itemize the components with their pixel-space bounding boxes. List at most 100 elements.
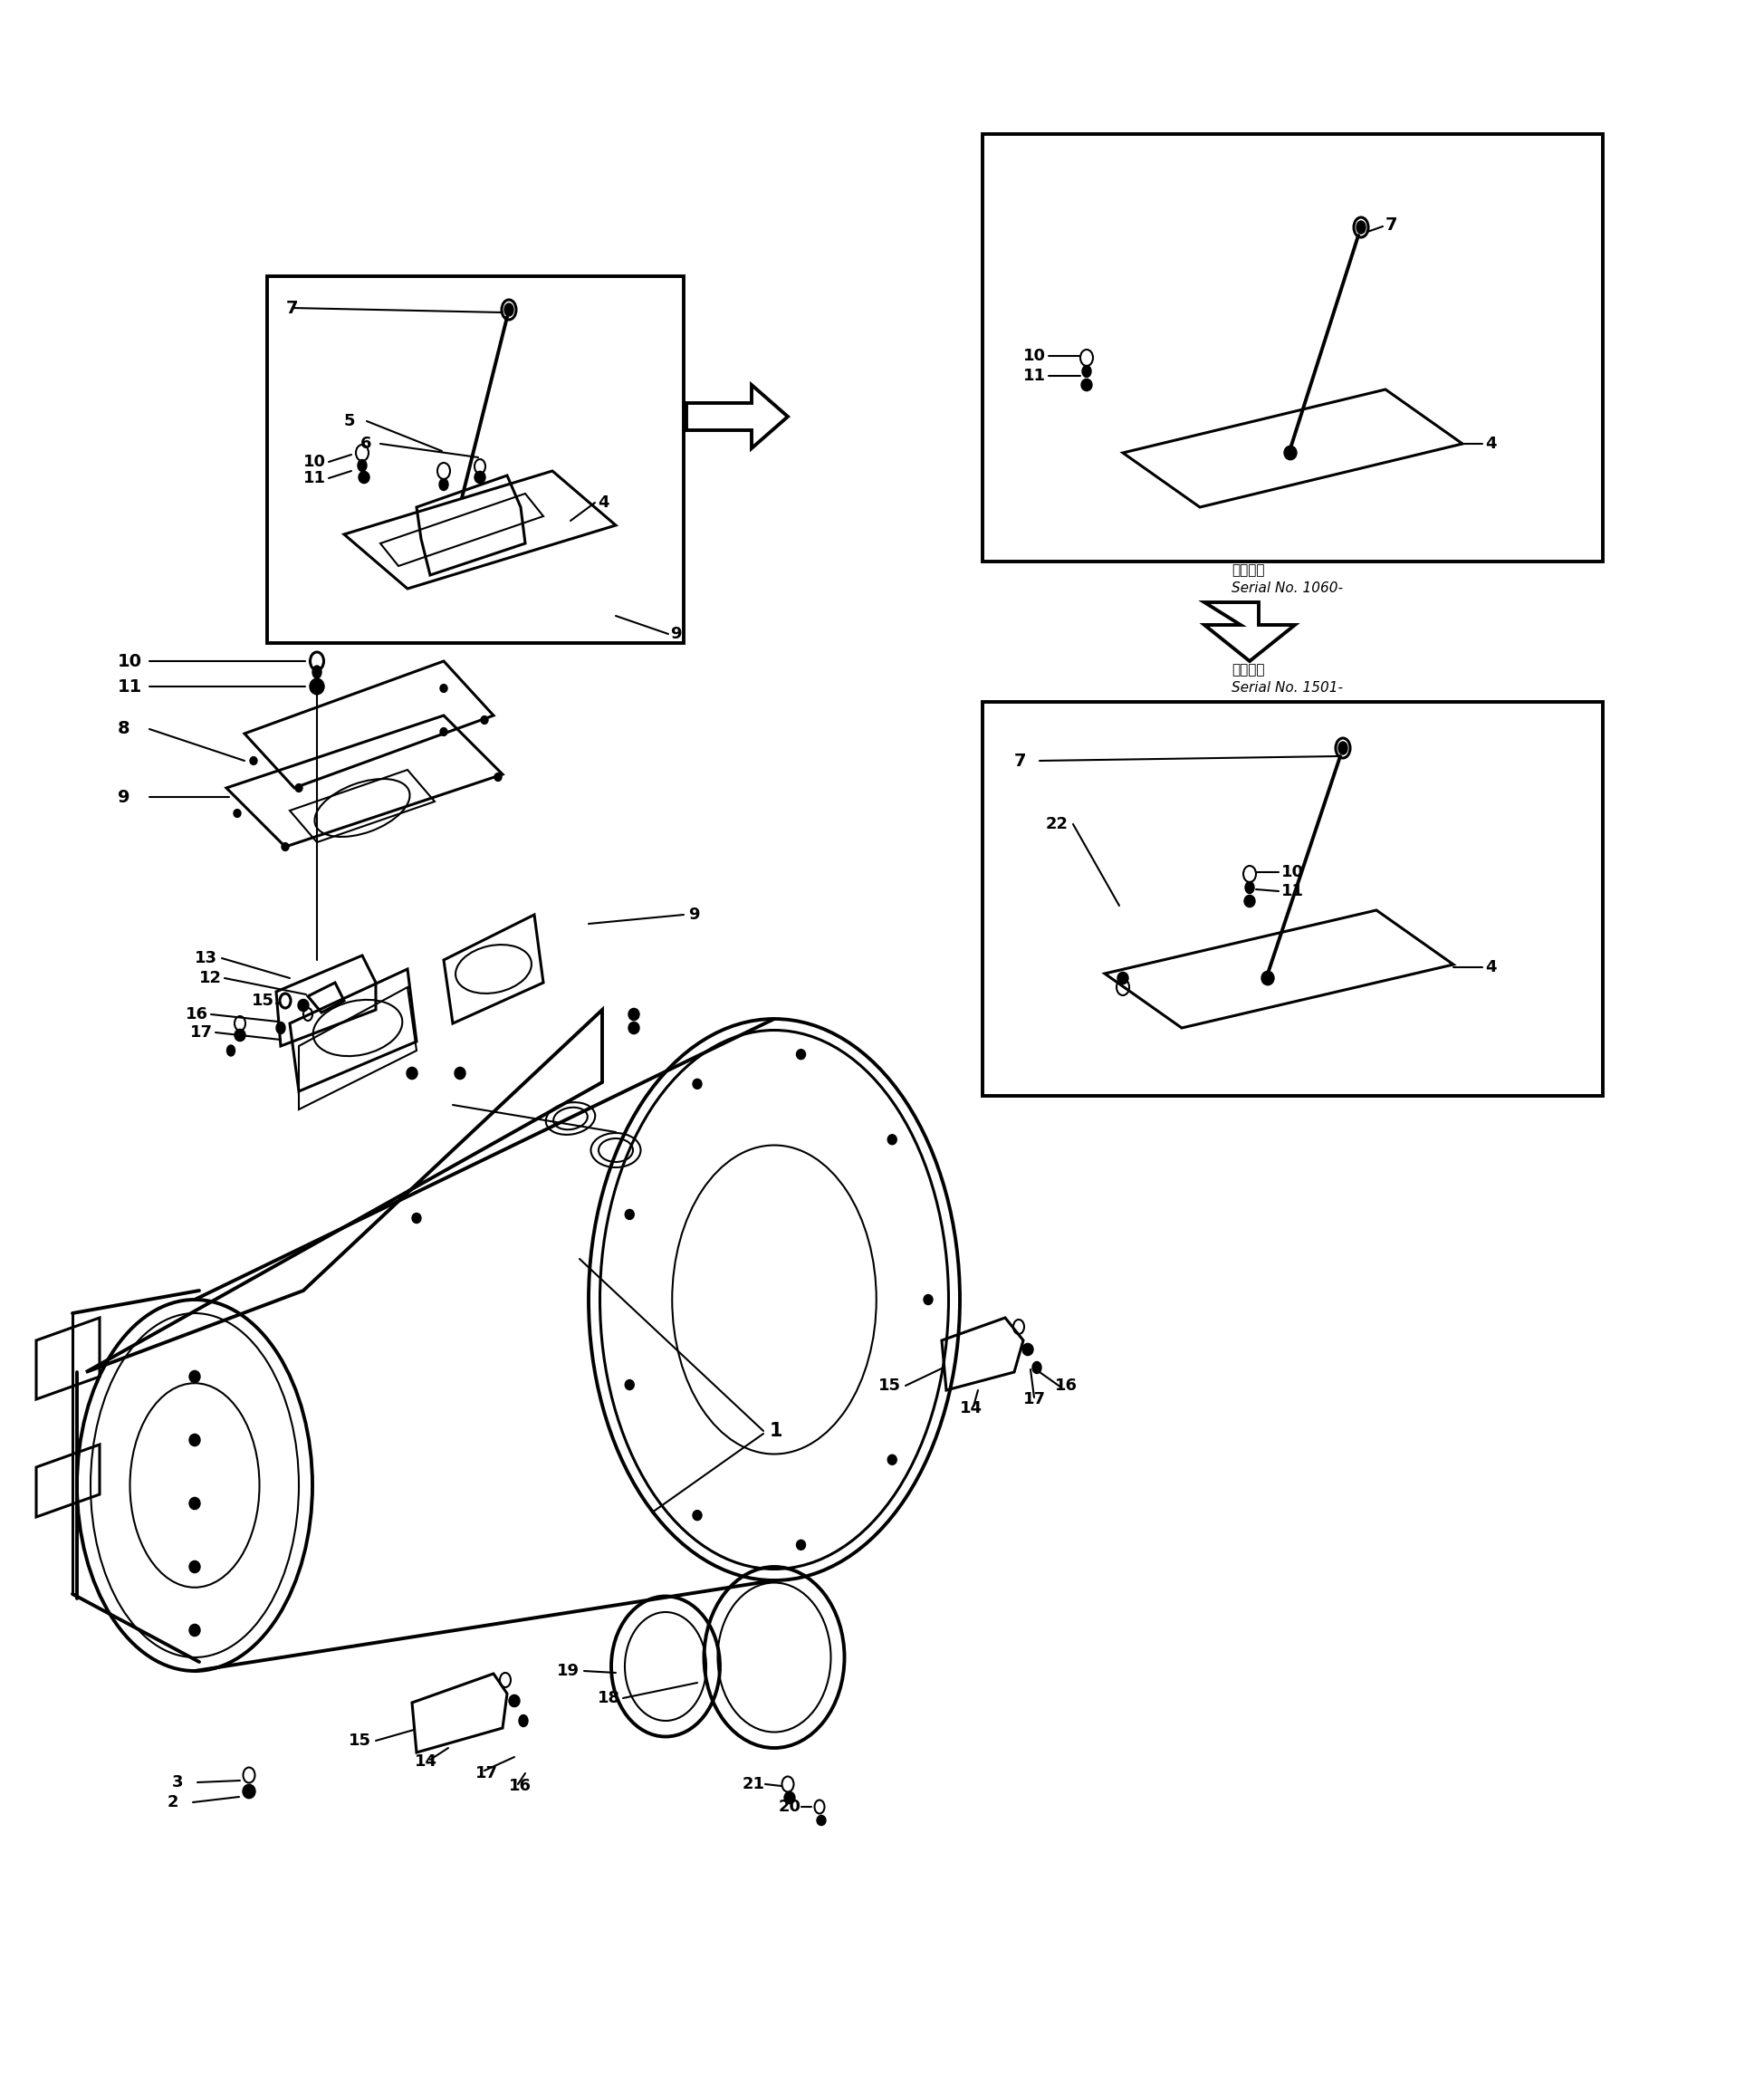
Ellipse shape (505, 303, 513, 316)
Text: 13: 13 (194, 950, 217, 967)
Text: 5: 5 (344, 412, 355, 429)
Bar (983, 701, 1603, 1097)
Text: 17: 17 (1023, 1392, 1046, 1406)
Ellipse shape (494, 772, 501, 781)
Ellipse shape (1284, 446, 1297, 460)
Ellipse shape (796, 1049, 806, 1059)
Ellipse shape (1117, 971, 1129, 984)
Bar (983, 134, 1603, 561)
Ellipse shape (358, 471, 369, 483)
Text: 1: 1 (769, 1421, 783, 1440)
Text: 11: 11 (1281, 883, 1304, 900)
Ellipse shape (628, 1009, 639, 1019)
Ellipse shape (519, 1714, 527, 1727)
Ellipse shape (439, 684, 448, 693)
Ellipse shape (228, 1044, 235, 1057)
Text: 14: 14 (415, 1754, 437, 1771)
Ellipse shape (510, 1695, 520, 1706)
Text: 4: 4 (1485, 959, 1496, 975)
Ellipse shape (693, 1511, 702, 1520)
Text: 21: 21 (743, 1777, 766, 1792)
Text: 6: 6 (360, 435, 372, 452)
Text: 適用号番: 適用号番 (1231, 663, 1265, 676)
Ellipse shape (817, 1815, 826, 1825)
Ellipse shape (693, 1080, 702, 1088)
Ellipse shape (189, 1496, 199, 1509)
Ellipse shape (282, 843, 289, 850)
Ellipse shape (475, 471, 485, 483)
Text: 11: 11 (303, 471, 326, 486)
Ellipse shape (189, 1434, 199, 1446)
Polygon shape (686, 385, 789, 448)
Text: 17: 17 (191, 1023, 213, 1040)
Ellipse shape (233, 810, 242, 816)
Text: Serial No. 1501-: Serial No. 1501- (1231, 682, 1342, 695)
Ellipse shape (887, 1455, 896, 1465)
Text: 12: 12 (199, 969, 222, 986)
Text: 9: 9 (670, 626, 681, 643)
Text: 4: 4 (1485, 435, 1496, 452)
Text: 9: 9 (118, 789, 131, 806)
Text: 22: 22 (1046, 816, 1069, 833)
Text: 11: 11 (118, 678, 143, 695)
Ellipse shape (887, 1134, 896, 1145)
Text: 15: 15 (349, 1733, 370, 1750)
Text: 19: 19 (557, 1662, 580, 1679)
Ellipse shape (277, 1021, 286, 1034)
Ellipse shape (924, 1296, 933, 1304)
Text: 16: 16 (510, 1777, 531, 1794)
Ellipse shape (189, 1624, 199, 1637)
Bar (266, 276, 684, 643)
Text: 16: 16 (185, 1007, 208, 1023)
Ellipse shape (439, 728, 448, 737)
Ellipse shape (358, 460, 367, 471)
Text: 18: 18 (598, 1689, 621, 1706)
Ellipse shape (455, 1067, 466, 1080)
Ellipse shape (243, 1785, 256, 1798)
Ellipse shape (1081, 379, 1092, 391)
Text: 8: 8 (118, 720, 131, 737)
Ellipse shape (785, 1792, 796, 1804)
Text: 15: 15 (252, 992, 275, 1009)
Text: 20: 20 (778, 1798, 801, 1815)
Ellipse shape (310, 678, 325, 695)
Ellipse shape (439, 479, 448, 490)
Text: 16: 16 (1055, 1377, 1078, 1394)
Text: 14: 14 (960, 1400, 983, 1417)
Ellipse shape (406, 1067, 418, 1080)
Text: 2: 2 (168, 1794, 178, 1810)
Ellipse shape (1032, 1363, 1041, 1373)
Text: 9: 9 (688, 906, 700, 923)
Text: Serial No. 1060-: Serial No. 1060- (1231, 582, 1342, 597)
Ellipse shape (312, 666, 321, 678)
Ellipse shape (1261, 971, 1274, 986)
Ellipse shape (1244, 896, 1254, 906)
Ellipse shape (1081, 366, 1092, 377)
Ellipse shape (628, 1021, 639, 1034)
Text: 10: 10 (303, 454, 326, 471)
Text: 適用号番: 適用号番 (1231, 563, 1265, 578)
Ellipse shape (796, 1540, 806, 1551)
Ellipse shape (1245, 881, 1254, 894)
Text: 4: 4 (598, 494, 609, 511)
Polygon shape (1205, 603, 1295, 661)
Ellipse shape (295, 785, 302, 791)
Ellipse shape (624, 1379, 633, 1390)
Ellipse shape (413, 1214, 422, 1222)
Ellipse shape (189, 1561, 199, 1572)
Ellipse shape (482, 716, 489, 724)
Text: 10: 10 (1281, 864, 1304, 881)
Text: 7: 7 (1014, 751, 1027, 770)
Text: 10: 10 (1023, 347, 1046, 364)
Text: 3: 3 (173, 1775, 183, 1790)
Ellipse shape (1023, 1344, 1034, 1356)
Ellipse shape (189, 1371, 199, 1383)
Text: 10: 10 (118, 653, 143, 670)
Ellipse shape (624, 1210, 633, 1220)
Ellipse shape (1357, 222, 1365, 234)
Ellipse shape (1339, 741, 1348, 753)
Ellipse shape (298, 998, 309, 1011)
Text: 17: 17 (476, 1764, 497, 1781)
Text: 11: 11 (1023, 368, 1046, 383)
Ellipse shape (235, 1030, 245, 1040)
